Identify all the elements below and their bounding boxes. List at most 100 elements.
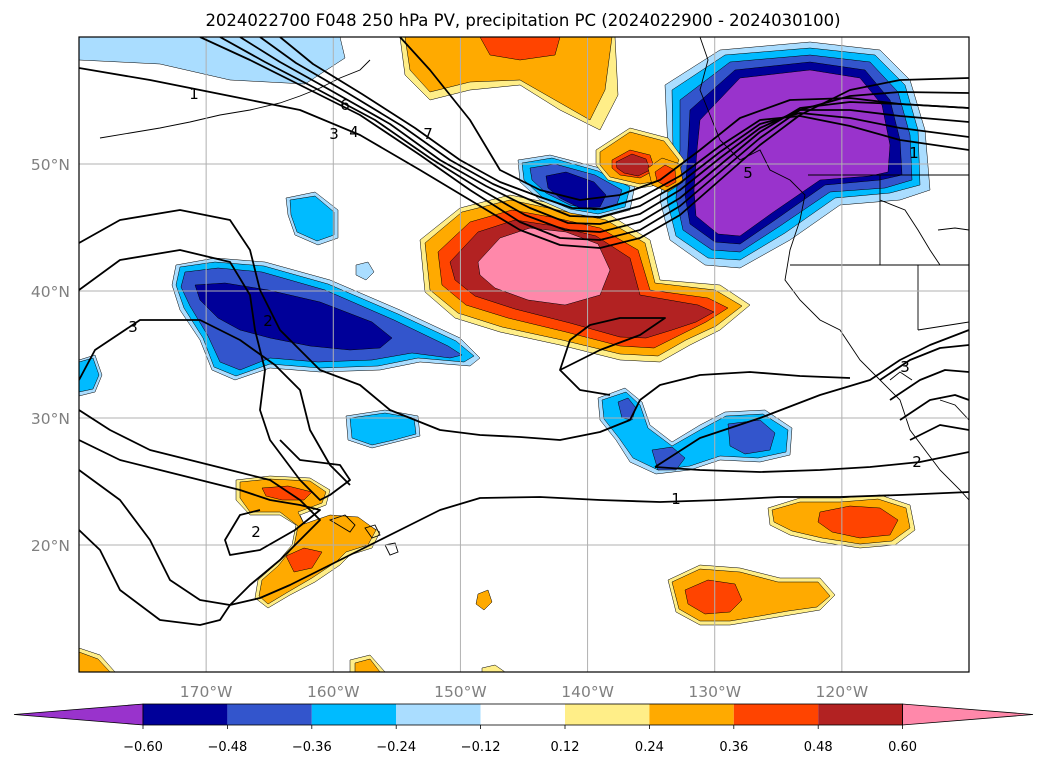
pv-contour [399, 37, 969, 201]
pc-region [261, 485, 313, 501]
pv-contour [639, 371, 851, 401]
coastline [384, 542, 399, 556]
colorbar-cell [649, 704, 734, 725]
colorbar-tick-label: −0.60 [123, 740, 163, 755]
latitude-tick-label: 40°N [31, 283, 70, 301]
coastlines [99, 37, 969, 556]
colorbar-cell [396, 704, 481, 725]
latitude-tick-labels: 50°N 40°N 30°N 20°N [31, 156, 70, 555]
longitude-tick-labels: 170°W 160°W 150°W 140°W 130°W 120°W [180, 683, 868, 701]
colorbar-extend-high [902, 703, 1034, 726]
precipitation-pc-fill [79, 37, 931, 672]
colorbar-tick-label: −0.12 [461, 740, 501, 755]
pc-region [477, 227, 611, 306]
pv-contour [239, 37, 969, 225]
colorbar-cell [227, 704, 312, 725]
pc-region [79, 651, 111, 672]
longitude-tick-label: 150°W [434, 683, 487, 701]
colorbar-tick-labels: −0.60 −0.48 −0.36 −0.24 −0.12 0.12 0.24 0.36 0.4… [123, 725, 917, 755]
pv-contour [219, 37, 969, 233]
coastline [879, 199, 941, 266]
pc-region [349, 412, 417, 446]
pc-region [404, 37, 613, 121]
pv-contour [279, 37, 969, 210]
coastline [939, 399, 969, 421]
map-title: 2024022700 F048 250 hPa PV, precipitatio… [205, 11, 840, 30]
colorbar-cell [311, 704, 397, 725]
pc-region [79, 37, 346, 85]
pc-region [481, 664, 506, 672]
pc-region [684, 579, 743, 615]
pc-region [615, 153, 651, 177]
colorbar-cell [480, 704, 565, 725]
pc-region [475, 589, 493, 611]
coastline [699, 37, 969, 501]
contour-label: 1 [909, 144, 919, 162]
pc-region [354, 658, 381, 672]
contour-label: 4 [349, 123, 359, 141]
colorbar-tick-label: 0.24 [635, 740, 664, 755]
latitude-tick-label: 50°N [31, 156, 70, 174]
pv-contour [879, 344, 969, 381]
contour-label: 1 [189, 85, 199, 103]
longitude-tick-label: 130°W [688, 683, 741, 701]
contour-label: 3 [128, 318, 138, 336]
colorbar-tick-label: −0.36 [292, 740, 332, 755]
longitude-tick-label: 120°W [816, 683, 869, 701]
pv-contour [909, 424, 969, 441]
pc-region [479, 37, 561, 61]
pv-contour [654, 451, 969, 473]
colorbar-tick-label: 0.36 [719, 740, 748, 755]
pv-contour [79, 409, 321, 626]
contour-label: 5 [743, 164, 753, 182]
colorbar-cell [733, 704, 819, 725]
pc-region [285, 547, 323, 573]
pv-contour [654, 329, 969, 468]
colorbar-frame [142, 703, 903, 726]
pv-contour [79, 469, 969, 606]
longitude-tick-label: 140°W [561, 683, 614, 701]
colorbar-tick-label: −0.48 [207, 740, 247, 755]
colorbar-extend-low [13, 703, 144, 726]
longitude-tick-label: 170°W [180, 683, 233, 701]
colorbar-cell [818, 704, 903, 725]
pv-contour [559, 317, 666, 396]
contour-label: 2 [263, 312, 273, 330]
contour-label: 2 [912, 453, 922, 471]
pv-contour [79, 209, 641, 441]
contour-label: 2 [251, 523, 261, 541]
pv-contours [79, 37, 969, 626]
pc-region [355, 261, 375, 281]
pc-region [194, 282, 393, 351]
coastline [889, 371, 913, 381]
pc-region [289, 195, 335, 242]
pv-contour [899, 394, 969, 421]
latitude-tick-label: 30°N [31, 410, 70, 428]
colorbar-tick-label: 0.48 [804, 740, 833, 755]
colorbar-cell [565, 704, 650, 725]
contour-label: 3 [900, 358, 910, 376]
coastline [99, 59, 371, 139]
pv-contour [79, 319, 351, 486]
colorbar-tick-label: 0.12 [551, 740, 580, 755]
coastline [917, 321, 969, 331]
colorbar-tick-label: 0.60 [888, 740, 917, 755]
pv-contour [259, 37, 969, 218]
pv-contour [889, 369, 969, 401]
contour-label: 7 [423, 125, 433, 143]
contour-label: 1 [671, 490, 681, 508]
pc-region [727, 419, 776, 455]
contour-label: 3 [329, 125, 339, 143]
latitude-tick-label: 20°N [31, 537, 70, 555]
pv-contour [79, 439, 321, 556]
colorbar-tick-label: −0.24 [376, 740, 416, 755]
colorbar-cell [143, 704, 228, 725]
colorbar [13, 703, 1034, 726]
pc-region [817, 505, 899, 539]
coastline [364, 524, 381, 539]
contour-label: 6 [340, 96, 350, 114]
coastline [937, 227, 969, 231]
coastline [328, 514, 356, 533]
